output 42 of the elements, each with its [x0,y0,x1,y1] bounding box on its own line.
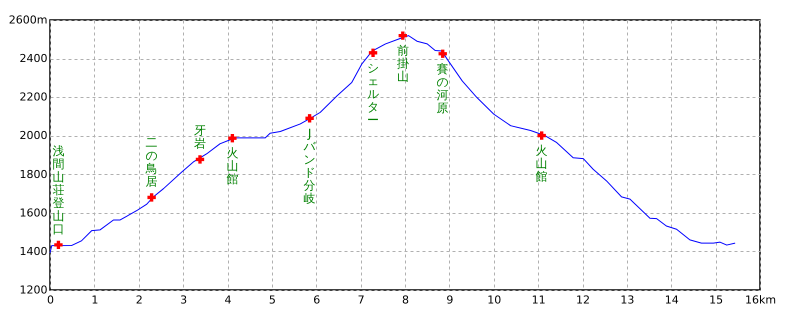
x-tick-label: 14 [664,294,679,306]
x-tick-label: 15 [709,294,724,306]
point [228,134,237,142]
annotation: 浅間山荘登山口 [52,144,64,236]
x-tick-label: 11 [532,294,546,306]
x-tick-label: 7 [358,294,365,306]
x-tick-label: 12 [576,294,590,306]
point [398,31,407,40]
x-tick-label: 1 [91,294,98,306]
y-tick-label: 2000 [20,129,48,142]
annotation: 火山館 [226,146,238,186]
x-tick-label: 9 [446,294,454,306]
x-tick-label: 16km [744,294,776,306]
y-tick-label: 2600m [8,14,48,26]
y-tick-label: 2200 [20,90,48,104]
y-tick-label: 1600 [20,206,48,220]
x-tick-label: 10 [487,294,502,306]
annotation: 火山館 [536,144,548,184]
point [438,50,447,58]
annotation: 牙岩 [194,123,206,150]
y-tick-label: 1800 [20,168,48,181]
annotation: Jバンド分岐 [302,126,317,206]
x-tick-label: 13 [620,294,634,306]
annotation: 前掛山 [396,44,409,84]
y-tick-label: 1200 [20,284,48,296]
x-tick-label: 2 [136,294,143,306]
y-tick-label: 1400 [20,244,48,258]
annotation: シェルター [367,60,380,127]
x-tick-label: 5 [268,294,276,306]
x-tick-label: 8 [402,294,409,306]
point [305,114,314,123]
point [54,240,63,250]
point [537,131,546,140]
x-tick-label: 0 [47,294,54,306]
annotation: 賽の河原 [436,62,449,115]
annotation: 二の鳥居 [144,135,158,188]
point [368,48,378,57]
y-tick-label: 2400 [20,52,48,66]
x-tick-label: 3 [180,294,188,306]
x-tick-label: 4 [224,294,232,306]
point [147,193,156,202]
x-tick-label: 6 [313,294,320,306]
